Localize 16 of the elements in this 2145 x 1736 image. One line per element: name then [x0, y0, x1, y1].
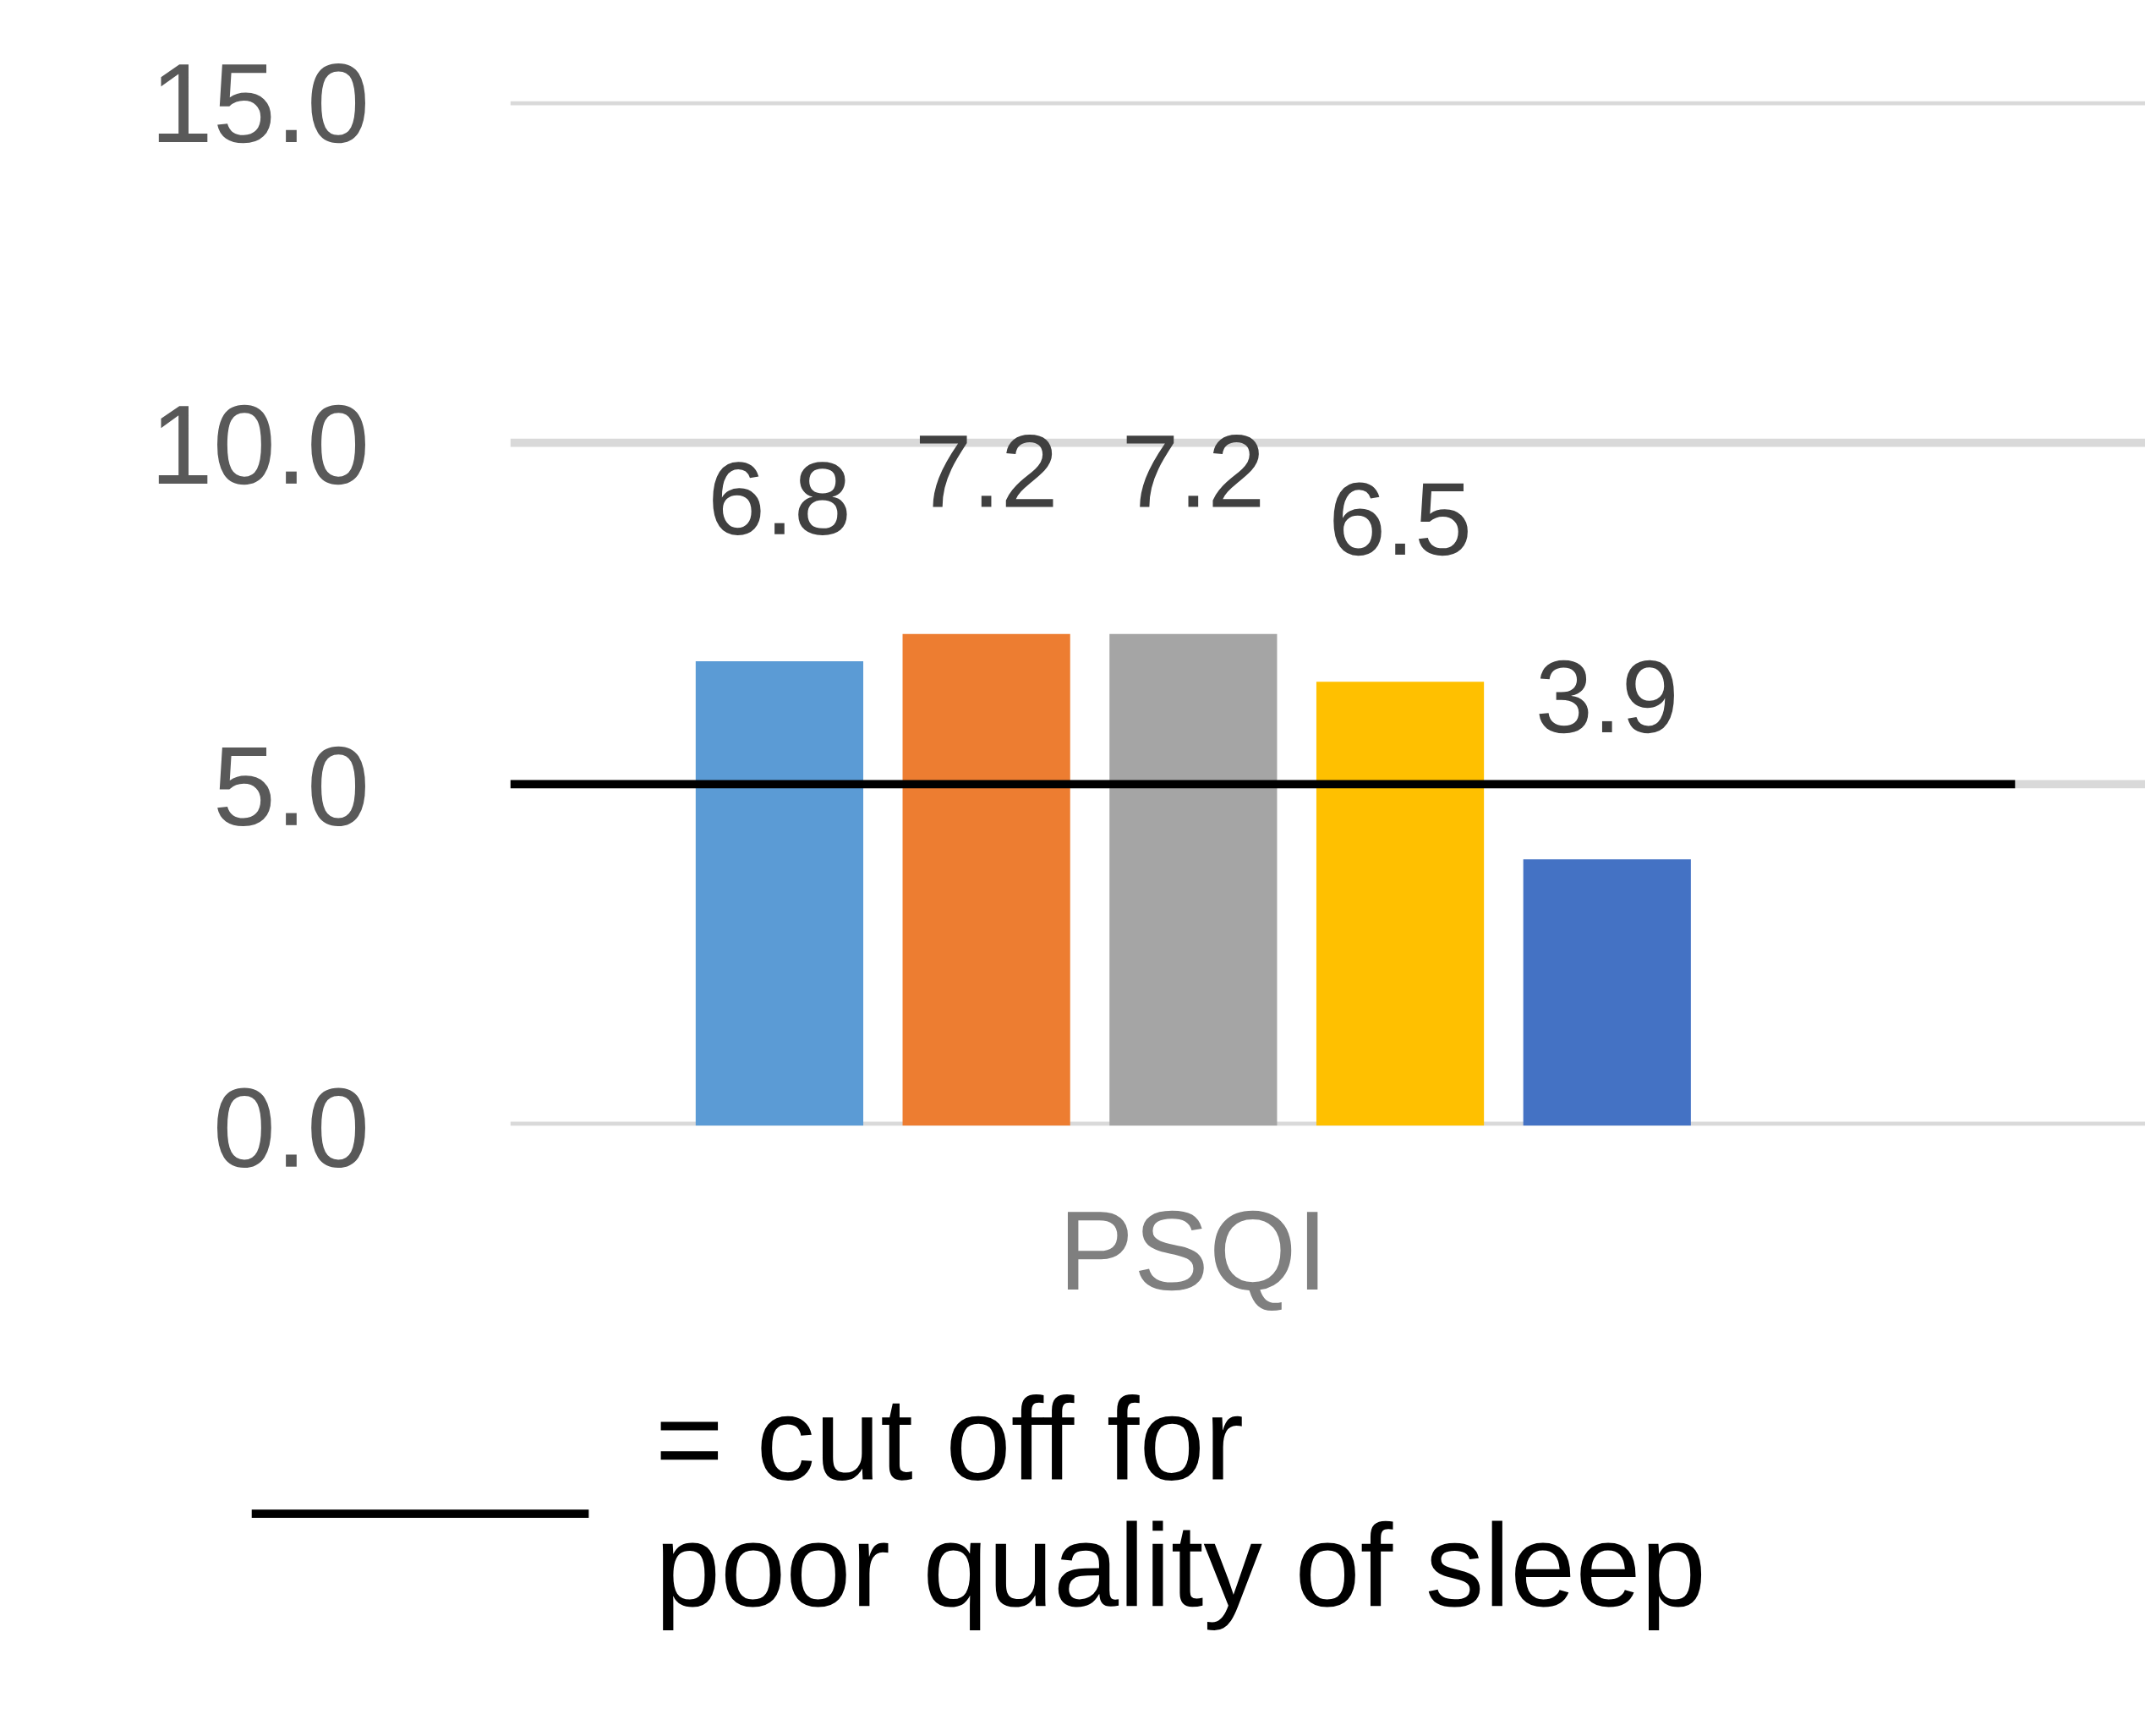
y-tick-label: 15.0	[158, 63, 365, 144]
bar	[1109, 633, 1278, 1126]
bar	[1316, 682, 1485, 1126]
data-label: 7.2	[1126, 435, 1261, 507]
data-label: 7.2	[919, 435, 1053, 507]
y-tick-label: 5.0	[217, 746, 365, 827]
bar	[1523, 859, 1691, 1126]
data-label: 6.5	[1333, 482, 1468, 556]
bar	[695, 661, 864, 1126]
bar	[902, 633, 1070, 1126]
data-label: 6.8	[713, 462, 847, 535]
legend-label: = cut off for poor quality of sleep	[660, 1394, 1702, 1630]
y-tick-label: 10.0	[158, 404, 365, 485]
data-label: 3.9	[1539, 660, 1674, 734]
x-axis-title: PSQI	[1067, 1210, 1318, 1312]
y-tick-label: 0.0	[217, 1087, 365, 1168]
